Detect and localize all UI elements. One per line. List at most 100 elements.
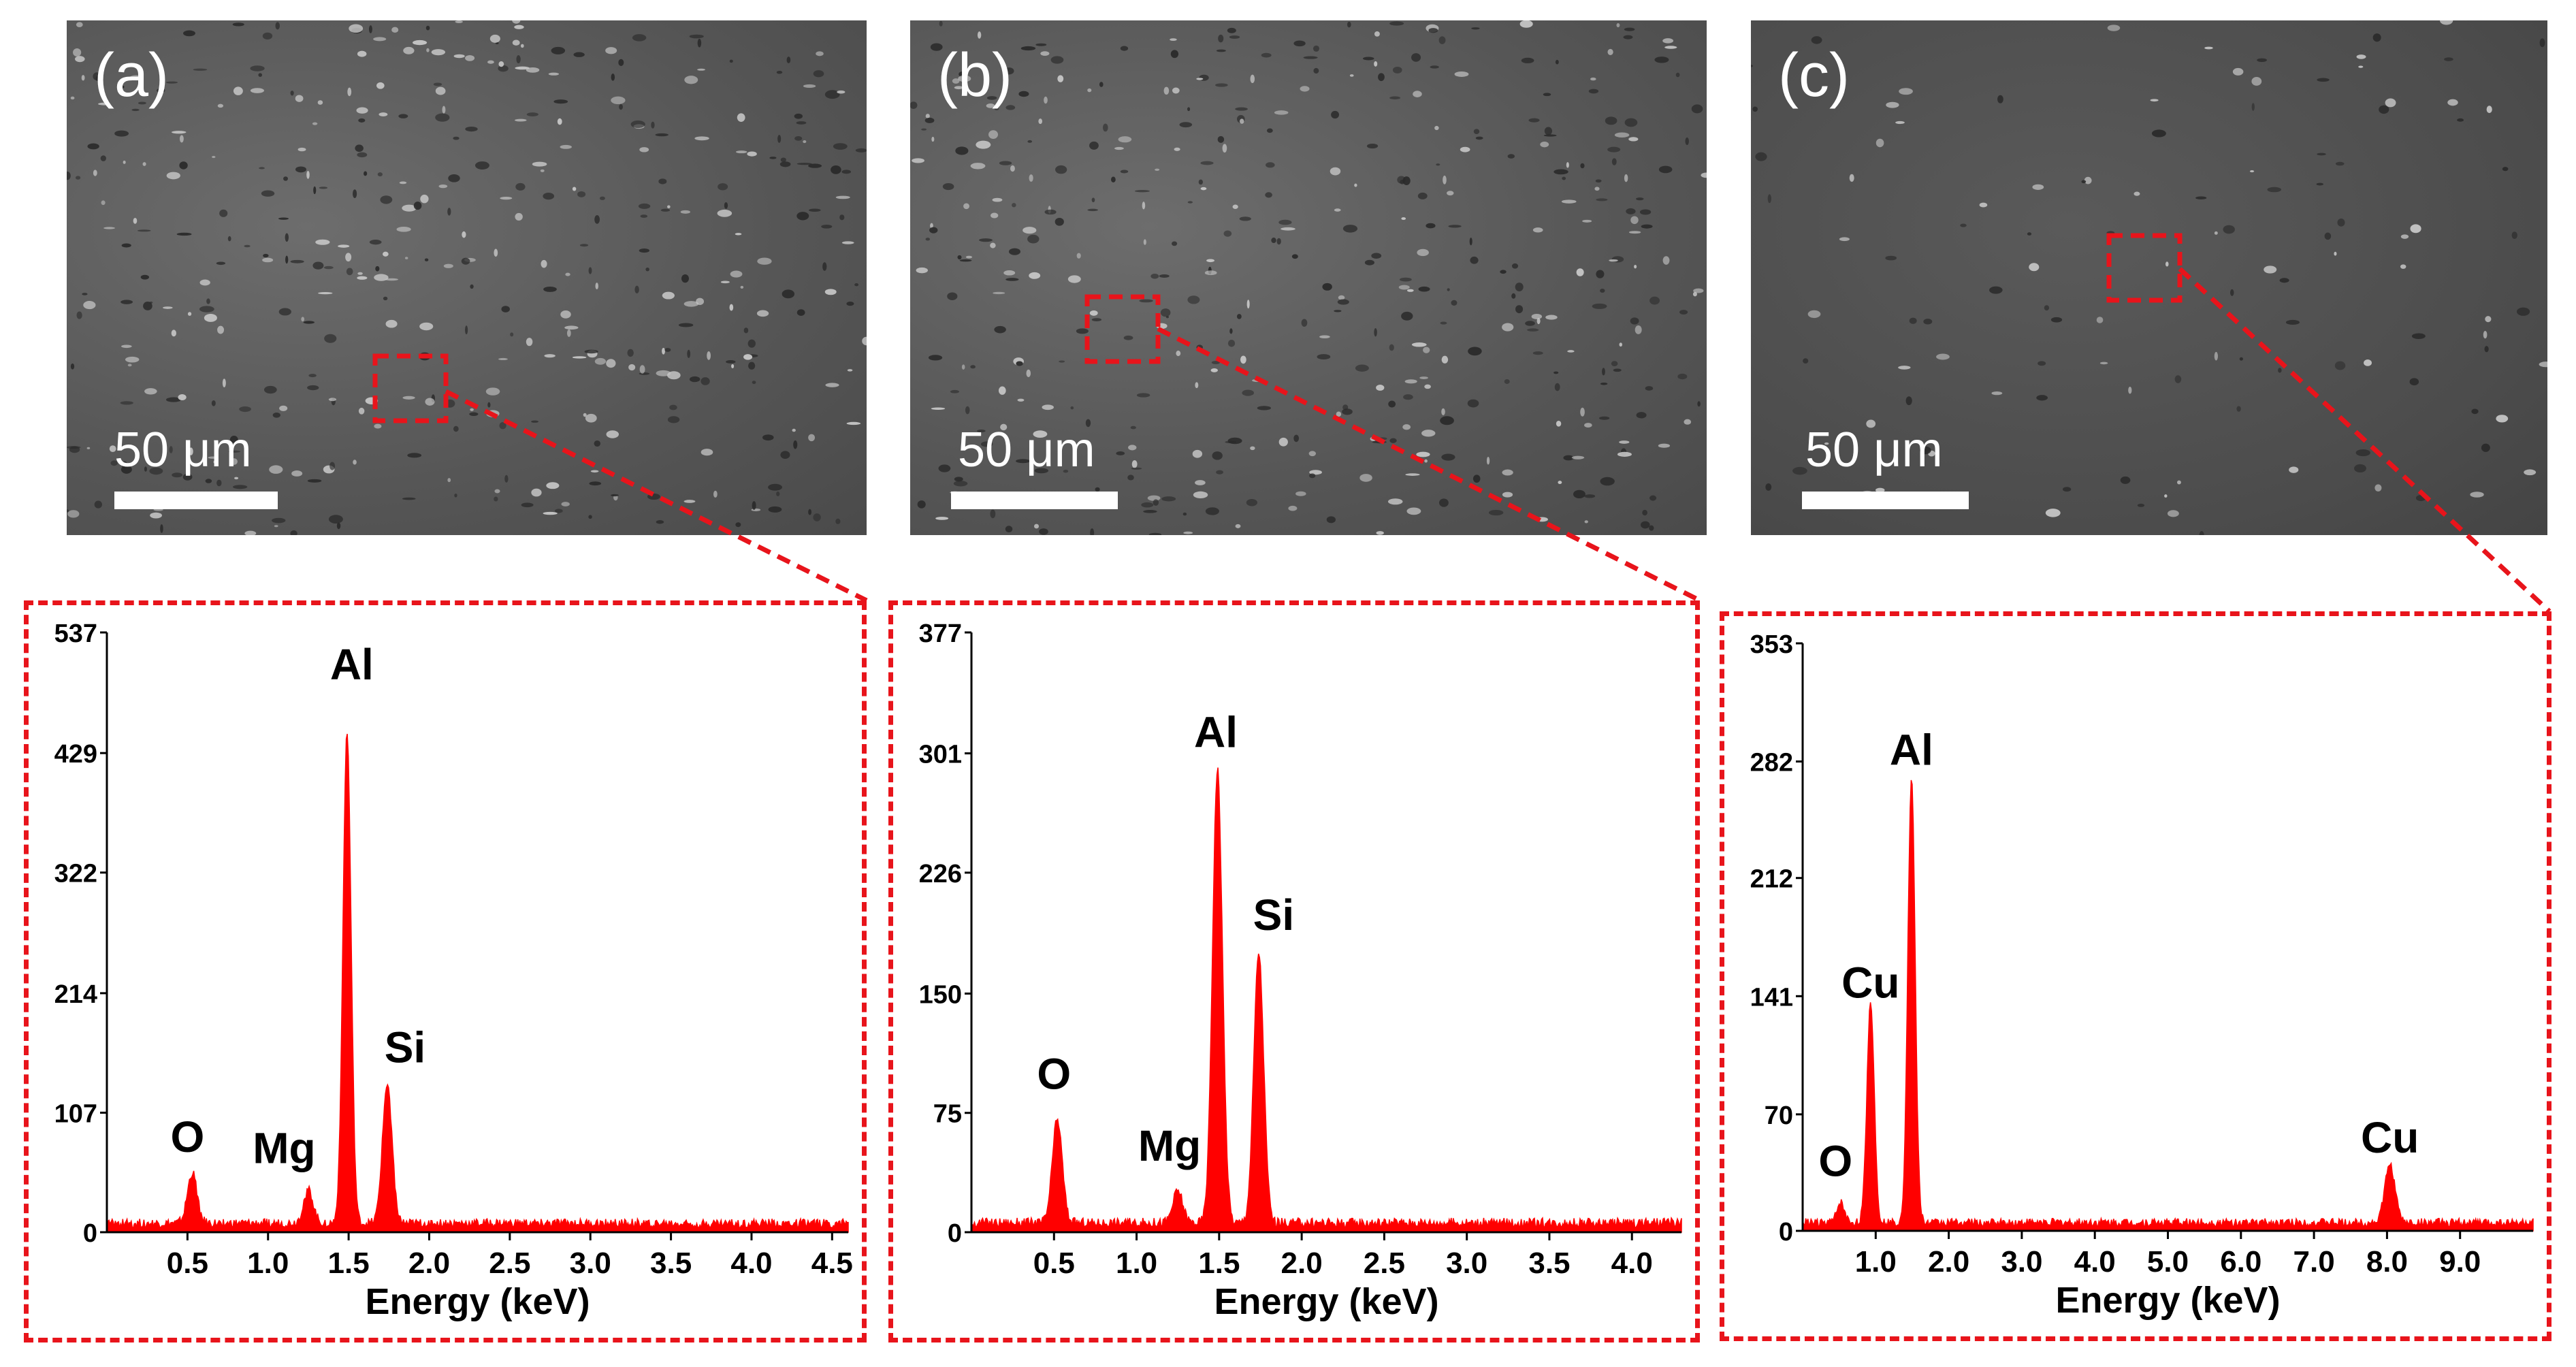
- sem-particle: [792, 428, 796, 432]
- sem-particle: [1246, 300, 1250, 309]
- sem-particle: [262, 257, 274, 263]
- sem-particle: [1131, 467, 1142, 470]
- sem-particle: [1274, 110, 1289, 115]
- sem-particle: [1038, 118, 1043, 125]
- sem-particle: [1176, 351, 1181, 357]
- sem-particle: [81, 75, 85, 81]
- sem-particle: [1023, 227, 1037, 234]
- sem-particle: [1050, 56, 1064, 64]
- sem-particle: [751, 508, 761, 511]
- sem-particle: [526, 67, 540, 73]
- sem-particle: [1923, 319, 1933, 325]
- sem-particle: [2372, 33, 2381, 42]
- sem-particle: [1979, 202, 1988, 208]
- sem-particle: [445, 399, 455, 408]
- sem-particle: [1573, 489, 1585, 499]
- sem-particle: [120, 401, 133, 405]
- x-axis-label: Energy (keV): [1214, 1281, 1438, 1322]
- sem-particle: [121, 344, 132, 349]
- sem-particle: [67, 509, 69, 513]
- sem-particle: [206, 298, 210, 304]
- sem-particle: [1087, 88, 1092, 93]
- sem-particle: [1222, 144, 1227, 153]
- sem-particle: [822, 262, 827, 271]
- sem-particle: [2444, 57, 2453, 61]
- sem-particle: [965, 406, 970, 415]
- sem-particle: [1235, 524, 1241, 528]
- sem-particle: [94, 500, 102, 509]
- sem-particle: [485, 387, 500, 396]
- sem-particle: [290, 259, 304, 263]
- sem-particle: [1130, 425, 1136, 430]
- spectrum-area: [971, 767, 1682, 1233]
- sem-particle: [1349, 74, 1354, 77]
- sem-particle: [839, 214, 845, 221]
- eds-spectrum-a: 537 429 322 214 107 0 0.5 1.0 1.5 2.0 2.5 3.0 3.5 4.0…: [54, 620, 853, 1322]
- sem-particle: [1662, 256, 1670, 265]
- sem-particle: [1301, 319, 1308, 327]
- sem-particle: [1436, 163, 1440, 166]
- sem-particle: [1960, 223, 1967, 227]
- sem-particle: [1005, 526, 1013, 533]
- sem-particle: [1684, 419, 1692, 425]
- sem-particle: [656, 520, 664, 524]
- sem-particle: [1596, 270, 1605, 278]
- sem-particle: [67, 446, 81, 449]
- sem-particle: [1467, 399, 1479, 408]
- sem-particle: [435, 86, 446, 95]
- sem-particle: [67, 172, 71, 180]
- sem-particle: [1562, 176, 1566, 180]
- x-tick-label: 1.5: [328, 1247, 370, 1280]
- sem-particle: [1555, 59, 1559, 65]
- sem-particle: [942, 182, 954, 191]
- sem-particle: [976, 140, 991, 149]
- sem-particle: [275, 22, 280, 30]
- sem-particle: [431, 49, 446, 56]
- sem-particle: [780, 451, 790, 460]
- sem-particle: [419, 322, 434, 331]
- sem-particle: [824, 90, 840, 99]
- sem-particle: [991, 212, 999, 219]
- y-tick-label: 0: [948, 1219, 962, 1248]
- sem-particle: [855, 148, 867, 152]
- sem-particle: [138, 101, 146, 105]
- sem-particle: [2236, 406, 2241, 412]
- sem-particle: [402, 497, 416, 500]
- sem-particle: [916, 267, 928, 274]
- sem-particle: [76, 311, 82, 319]
- sem-particle: [594, 357, 607, 365]
- sem-particle: [2257, 58, 2268, 62]
- sem-particle: [2496, 415, 2509, 423]
- y-tick-label: 212: [1750, 865, 1793, 894]
- sem-particle: [1807, 310, 1821, 319]
- sem-particle: [1588, 89, 1599, 94]
- sem-particle: [1451, 300, 1458, 306]
- sem-particle: [187, 312, 192, 316]
- sem-particle: [498, 65, 509, 72]
- sem-particle: [825, 383, 839, 387]
- sem-particle: [109, 445, 116, 453]
- sem-particle: [1020, 46, 1036, 51]
- sem-particle: [129, 75, 143, 80]
- sem-particle: [565, 272, 570, 276]
- sem-particle: [1475, 136, 1483, 140]
- sem-particle: [796, 212, 809, 221]
- sem-particle: [526, 112, 538, 117]
- sem-particle: [1584, 423, 1592, 428]
- sem-particle: [1511, 263, 1519, 269]
- sem-particle: [87, 143, 99, 150]
- sem-particle: [1628, 137, 1639, 142]
- sem-particle: [297, 147, 306, 152]
- sem-particle: [1417, 192, 1428, 199]
- sem-particle: [611, 96, 626, 105]
- sem-particle: [1027, 140, 1033, 143]
- sem-particle: [2230, 289, 2234, 296]
- sem-particle: [1500, 270, 1507, 274]
- sem-particle: [1441, 355, 1449, 364]
- sem-particle: [1192, 449, 1203, 458]
- sem-particle: [796, 163, 812, 165]
- sem-particle: [1035, 43, 1047, 46]
- sem-particle: [694, 136, 709, 141]
- sem-particle: [835, 195, 850, 199]
- sem-particle: [611, 73, 615, 81]
